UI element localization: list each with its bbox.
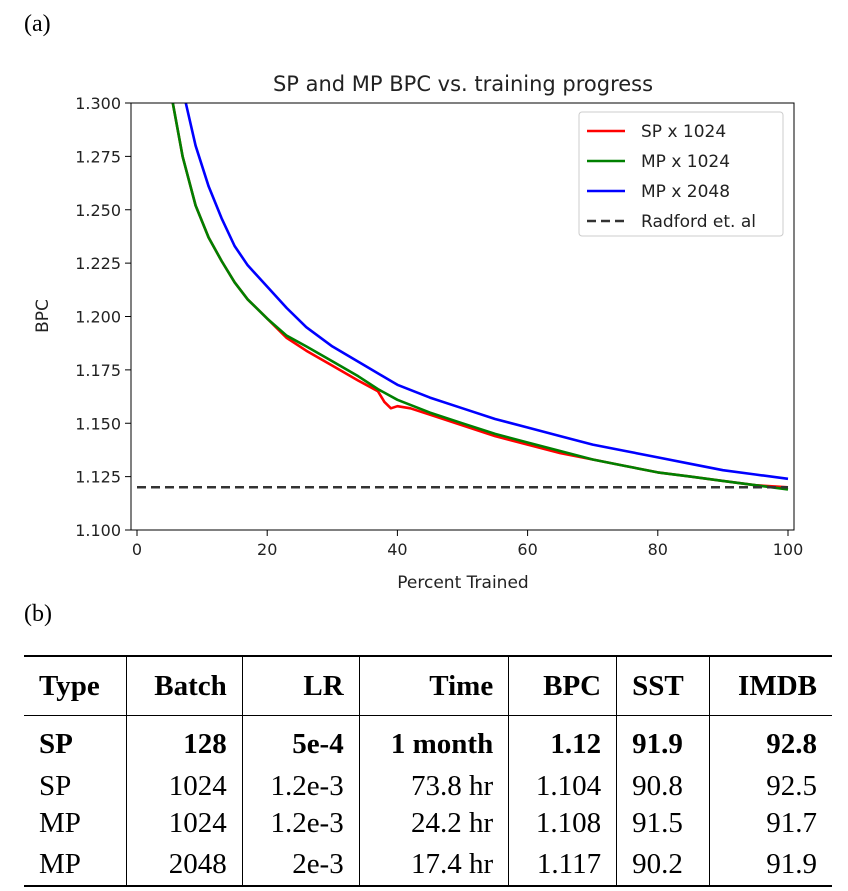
cell-type: MP [24,805,127,842]
cell-sst: 91.9 [616,715,710,768]
cell-time: 17.4 hr [359,842,510,886]
cell-batch: 128 [126,715,243,768]
cell-imdb: 91.7 [766,807,817,839]
header-imdb: IMDB [738,670,817,702]
y-tick-label: 1.200 [75,308,121,327]
header-sst: SST [616,656,710,716]
results-table: Type Batch LR Time BPC SST IMDB SP 128 5… [24,655,832,887]
cell-imdb: 92.8 [709,715,832,768]
table-header-row: Type Batch LR Time BPC SST IMDB [24,656,832,716]
cell-sst: 91.5 [616,805,710,842]
y-tick-label: 1.100 [75,521,121,540]
cell-type: SP [24,715,127,768]
x-tick-label: 80 [648,540,668,559]
table-row: MP 2048 2e-3 17.4 hr 1.117 90.2 91.9 [24,842,832,886]
cell-time: 73.8 hr [359,768,510,805]
cell-lr: 1.2e-3 [242,805,360,842]
x-axis-label: Percent Trained [397,573,528,593]
y-tick-label: 1.150 [75,414,121,433]
cell-bpc: 1.104 [508,768,618,805]
y-axis-label: BPC [33,299,53,333]
cell-sst: 90.2 [616,842,710,886]
chart-title: SP and MP BPC vs. training progress [273,72,653,96]
x-tick-label: 40 [387,540,407,559]
cell-type: MP [24,842,127,886]
y-tick-label: 1.300 [75,94,121,113]
header-time: Time [359,656,510,716]
legend: SP x 1024 MP x 1024 MP x 2048 Radford et. a… [578,111,784,237]
x-tick-label: 100 [773,540,804,559]
cell-lr: 2e-3 [242,842,360,886]
y-tick-label: 1.250 [75,201,121,220]
legend-label: MP x 2048 [641,182,730,202]
cell-bpc: 1.108 [508,805,618,842]
cell-imdb: 92.5 [766,770,817,802]
cell-time: 24.2 hr [359,805,510,842]
y-tick-label: 1.125 [75,468,121,487]
cell-batch: 1024 [126,805,243,842]
line-chart: SP and MP BPC vs. training progress 0 20 4… [33,72,804,593]
cell-lr: 1.2e-3 [242,768,360,805]
header-batch: Batch [126,656,243,716]
cell-type: SP [24,768,127,805]
y-tick-label: 1.175 [75,361,121,380]
y-tick-label: 1.225 [75,254,121,273]
x-tick-label: 0 [132,540,142,559]
cell-batch: 2048 [126,842,243,886]
series-line-mp-x-2048 [184,103,789,481]
legend-label: MP x 1024 [641,152,730,172]
cell-imdb: 91.9 [766,847,817,880]
series-line-mp-x-1024 [171,103,789,491]
header-bpc: BPC [508,656,618,716]
table-row: SP 1024 1.2e-3 73.8 hr 1.104 90.8 92.5 [24,768,832,805]
table-row: MP 1024 1.2e-3 24.2 hr 1.108 91.5 91.7 [24,805,832,842]
cell-bpc: 1.117 [508,842,618,886]
y-tick-label: 1.275 [75,147,121,166]
header-type: Type [24,656,127,716]
cell-time: 1 month [359,715,510,768]
legend-label: Radford et. al [641,212,756,232]
cell-bpc: 1.12 [508,715,618,768]
x-tick-label: 60 [517,540,537,559]
panel-label-b: (b) [24,601,52,627]
header-lr: LR [242,656,360,716]
legend-box [578,111,784,237]
table-row: SP 128 5e-4 1 month 1.12 91.9 92.8 [24,715,832,768]
cell-lr: 5e-4 [242,715,360,768]
cell-batch: 1024 [126,768,243,805]
legend-label: SP x 1024 [641,122,726,142]
cell-sst: 90.8 [616,768,710,805]
panel-label-a: (a) [24,11,51,37]
x-tick-label: 20 [257,540,277,559]
